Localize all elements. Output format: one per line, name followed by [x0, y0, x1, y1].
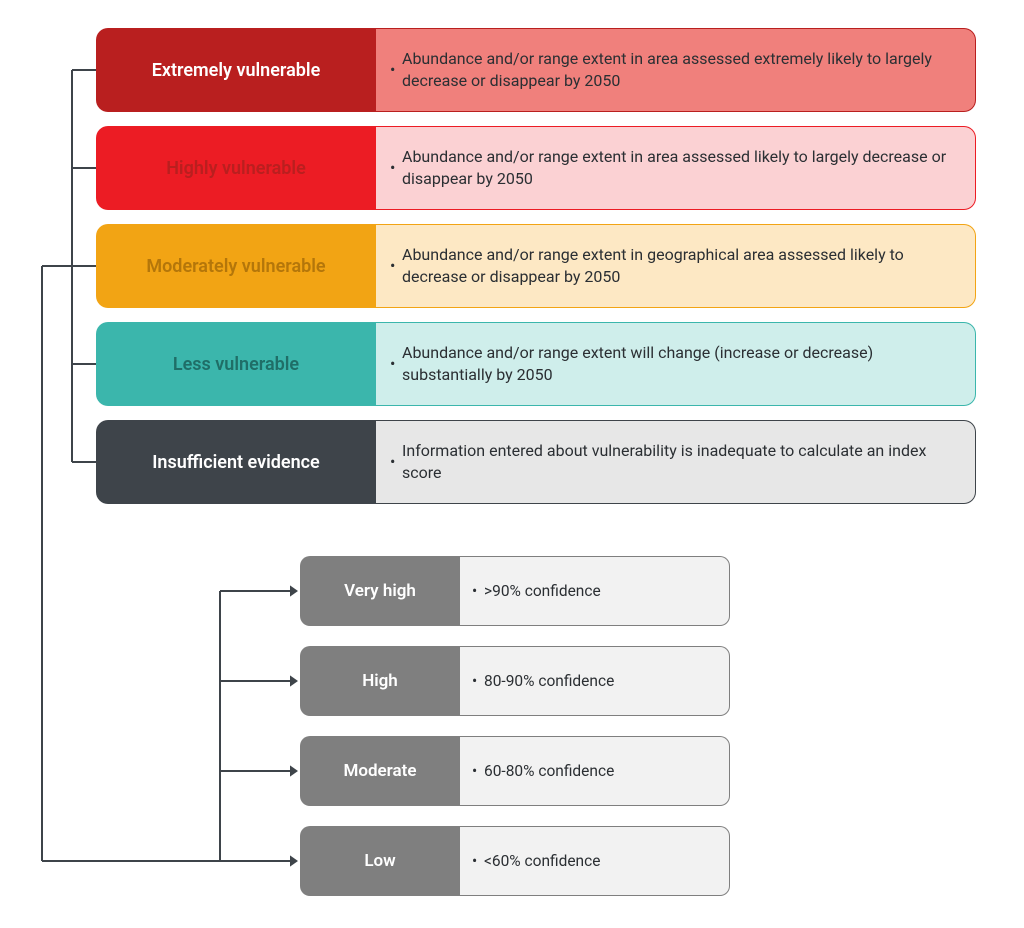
confidence-description: • 80-90% confidence: [460, 646, 730, 716]
confidence-description-text: 80-90% confidence: [484, 672, 614, 690]
bullet-icon: •: [390, 157, 395, 179]
confidence-row: High • 80-90% confidence: [300, 646, 730, 716]
vulnerability-description-text: Abundance and/or range extent in area as…: [402, 48, 953, 91]
confidence-description-text: <60% confidence: [484, 852, 600, 870]
vulnerability-description-text: Abundance and/or range extent will chang…: [402, 342, 953, 385]
bullet-icon: •: [390, 59, 395, 81]
confidence-label: High: [300, 646, 460, 716]
vulnerability-row: Less vulnerable • Abundance and/or range…: [96, 322, 976, 406]
vulnerability-label: Insufficient evidence: [96, 420, 376, 504]
vulnerability-description: • Abundance and/or range extent in area …: [376, 28, 976, 112]
vulnerability-label: Less vulnerable: [96, 322, 376, 406]
bullet-icon: •: [472, 762, 477, 780]
bullet-icon: •: [472, 672, 477, 690]
diagram-container: Extremely vulnerable • Abundance and/or …: [0, 0, 1024, 928]
confidence-label: Low: [300, 826, 460, 896]
vulnerability-description: • Abundance and/or range extent will cha…: [376, 322, 976, 406]
bullet-icon: •: [390, 255, 395, 277]
vulnerability-row: Extremely vulnerable • Abundance and/or …: [96, 28, 976, 112]
vulnerability-label: Highly vulnerable: [96, 126, 376, 210]
confidence-label: Moderate: [300, 736, 460, 806]
confidence-description-text: 60-80% confidence: [484, 762, 614, 780]
bullet-icon: •: [472, 582, 477, 600]
confidence-description: • <60% confidence: [460, 826, 730, 896]
vulnerability-label: Extremely vulnerable: [96, 28, 376, 112]
vulnerability-description-text: Abundance and/or range extent in geograp…: [402, 244, 953, 287]
vulnerability-description-text: Abundance and/or range extent in area as…: [402, 146, 953, 189]
confidence-label: Very high: [300, 556, 460, 626]
confidence-description: • 60-80% confidence: [460, 736, 730, 806]
confidence-row: Moderate • 60-80% confidence: [300, 736, 730, 806]
vulnerability-description-text: Information entered about vulnerability …: [402, 440, 953, 483]
vulnerability-description: • Abundance and/or range extent in geogr…: [376, 224, 976, 308]
vulnerability-row: Insufficient evidence • Information ente…: [96, 420, 976, 504]
confidence-description: • >90% confidence: [460, 556, 730, 626]
bullet-icon: •: [390, 353, 395, 375]
bullet-icon: •: [390, 451, 395, 473]
vulnerability-description: • Information entered about vulnerabilit…: [376, 420, 976, 504]
vulnerability-row: Moderately vulnerable • Abundance and/or…: [96, 224, 976, 308]
confidence-row: Low • <60% confidence: [300, 826, 730, 896]
vulnerability-label: Moderately vulnerable: [96, 224, 376, 308]
vulnerability-row: Highly vulnerable • Abundance and/or ran…: [96, 126, 976, 210]
confidence-row: Very high • >90% confidence: [300, 556, 730, 626]
vulnerability-description: • Abundance and/or range extent in area …: [376, 126, 976, 210]
bullet-icon: •: [472, 852, 477, 870]
confidence-description-text: >90% confidence: [484, 582, 601, 600]
